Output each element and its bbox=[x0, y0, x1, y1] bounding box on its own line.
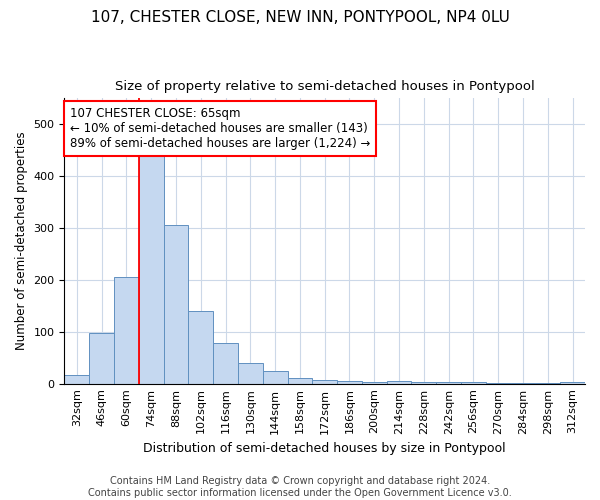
Text: 107 CHESTER CLOSE: 65sqm
← 10% of semi-detached houses are smaller (143)
89% of : 107 CHESTER CLOSE: 65sqm ← 10% of semi-d… bbox=[70, 107, 370, 150]
Text: Contains HM Land Registry data © Crown copyright and database right 2024.
Contai: Contains HM Land Registry data © Crown c… bbox=[88, 476, 512, 498]
Bar bbox=[287, 378, 313, 384]
Bar bbox=[560, 382, 585, 384]
Bar bbox=[64, 375, 89, 384]
Bar bbox=[362, 382, 386, 384]
Bar bbox=[139, 148, 164, 384]
Bar bbox=[164, 226, 188, 384]
Bar bbox=[535, 383, 560, 384]
Bar bbox=[213, 343, 238, 384]
Bar bbox=[486, 382, 511, 384]
Bar bbox=[238, 363, 263, 384]
Bar bbox=[188, 311, 213, 384]
Text: 107, CHESTER CLOSE, NEW INN, PONTYPOOL, NP4 0LU: 107, CHESTER CLOSE, NEW INN, PONTYPOOL, … bbox=[91, 10, 509, 25]
Bar bbox=[313, 380, 337, 384]
Bar bbox=[461, 382, 486, 384]
Bar bbox=[386, 381, 412, 384]
Bar bbox=[412, 382, 436, 384]
Bar bbox=[511, 383, 535, 384]
Bar bbox=[89, 333, 114, 384]
X-axis label: Distribution of semi-detached houses by size in Pontypool: Distribution of semi-detached houses by … bbox=[143, 442, 506, 455]
Bar bbox=[436, 382, 461, 384]
Bar bbox=[263, 370, 287, 384]
Y-axis label: Number of semi-detached properties: Number of semi-detached properties bbox=[15, 132, 28, 350]
Bar bbox=[337, 381, 362, 384]
Bar bbox=[114, 278, 139, 384]
Title: Size of property relative to semi-detached houses in Pontypool: Size of property relative to semi-detach… bbox=[115, 80, 535, 93]
